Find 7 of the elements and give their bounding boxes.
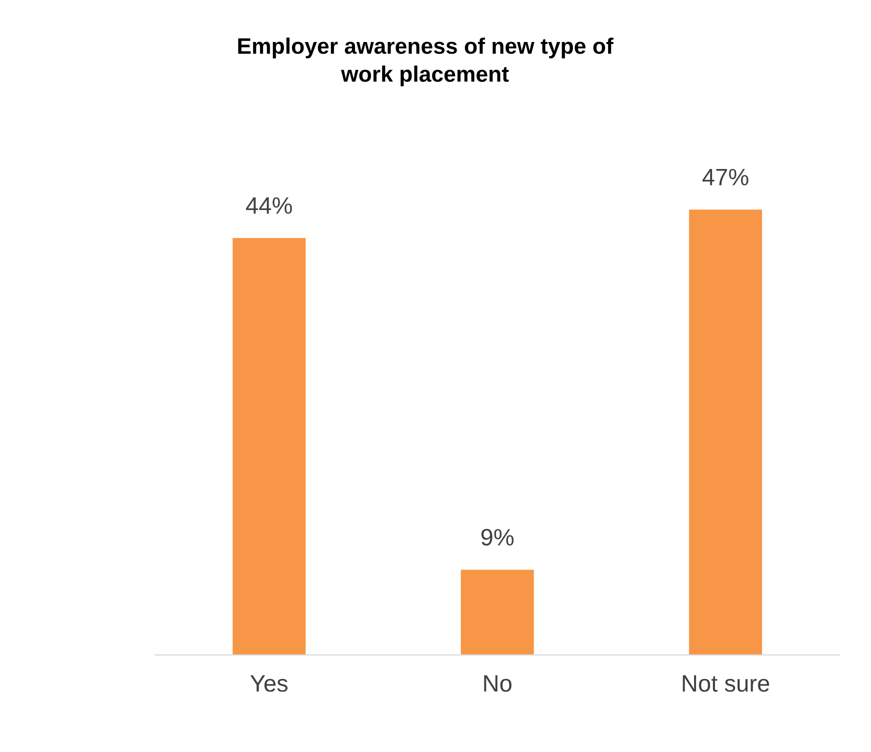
chart-title: Employer awareness of new type of work placement <box>238 38 614 86</box>
data-label: 47% <box>702 168 748 186</box>
data-label: 44% <box>246 197 292 214</box>
x-tick-label: No <box>484 675 512 692</box>
data-label: 9% <box>481 528 514 546</box>
x-tick-label: Not sure <box>682 675 770 692</box>
x-tick-label: Yes <box>250 675 288 692</box>
